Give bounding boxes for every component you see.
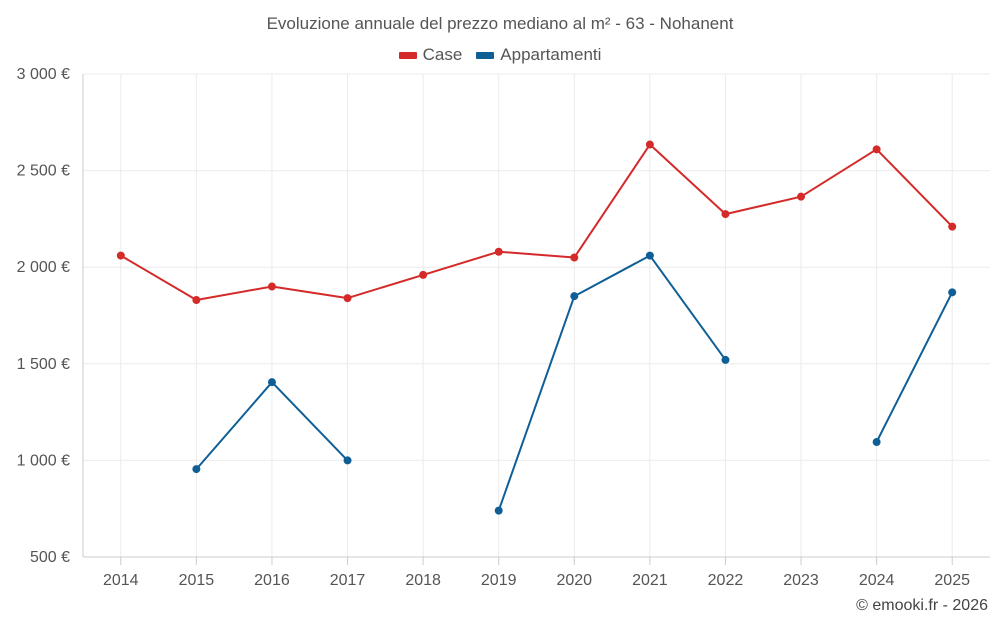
data-point-case-2025 — [948, 222, 957, 231]
data-point-appartamenti-2022 — [721, 355, 730, 364]
legend-swatch-case — [398, 51, 417, 59]
data-point-appartamenti-2020 — [570, 292, 579, 301]
series-line-appartamenti — [497, 254, 727, 511]
data-point-appartamenti-2017 — [343, 456, 352, 465]
data-point-appartamenti-2015 — [192, 465, 201, 474]
data-point-case-2021 — [645, 140, 654, 149]
credit-text: © emooki.fr - 2026 — [856, 597, 988, 614]
x-tick-label: 2021 — [632, 572, 668, 589]
y-tick-label: 2 500 € — [17, 163, 70, 180]
x-tick-label: 2015 — [179, 572, 215, 589]
x-tick-label: 2016 — [254, 572, 290, 589]
x-tick-label: 2023 — [783, 572, 819, 589]
data-point-case-2020 — [570, 253, 579, 262]
data-point-case-2018 — [419, 270, 428, 279]
y-tick-label: 1 500 € — [17, 356, 70, 373]
x-tick-label: 2020 — [556, 572, 592, 589]
legend-item-case[interactable]: Case — [398, 45, 463, 65]
x-tick-label: 2018 — [405, 572, 441, 589]
x-tick-label: 2014 — [103, 572, 139, 589]
data-point-appartamenti-2025 — [948, 288, 957, 297]
data-point-case-2017 — [343, 294, 352, 303]
y-tick-label: 500 € — [30, 549, 70, 566]
data-point-appartamenti-2016 — [267, 378, 276, 387]
chart-title: Evoluzione annuale del prezzo mediano al… — [266, 14, 734, 33]
data-point-case-2024 — [872, 145, 881, 154]
data-point-case-2023 — [797, 192, 806, 201]
data-point-appartamenti-2019 — [494, 506, 503, 515]
y-tick-label: 1 000 € — [17, 452, 70, 469]
data-point-appartamenti-2021 — [645, 251, 654, 260]
x-tick-label: 2025 — [934, 572, 970, 589]
data-point-case-2014 — [116, 251, 125, 260]
x-tick-label: 2017 — [330, 572, 366, 589]
series-line-case — [120, 143, 953, 301]
data-point-case-2015 — [192, 296, 201, 305]
y-tick-label: 2 000 € — [17, 259, 70, 276]
legend-label-appartamenti: Appartamenti — [500, 45, 602, 64]
series-line-appartamenti — [875, 291, 954, 443]
legend-swatch-appartamenti — [476, 51, 495, 59]
y-tick-label: 3 000 € — [17, 66, 70, 83]
chart-legend: Case Appartamenti — [0, 45, 1000, 65]
data-point-appartamenti-2024 — [872, 438, 881, 447]
legend-label-case: Case — [422, 45, 463, 64]
data-point-case-2016 — [267, 282, 276, 291]
x-tick-label: 2022 — [708, 572, 744, 589]
data-point-case-2022 — [721, 210, 730, 219]
legend-item-appartamenti[interactable]: Appartamenti — [476, 45, 601, 65]
x-tick-label: 2024 — [859, 572, 895, 589]
x-tick-label: 2019 — [481, 572, 517, 589]
data-point-case-2019 — [494, 247, 503, 256]
